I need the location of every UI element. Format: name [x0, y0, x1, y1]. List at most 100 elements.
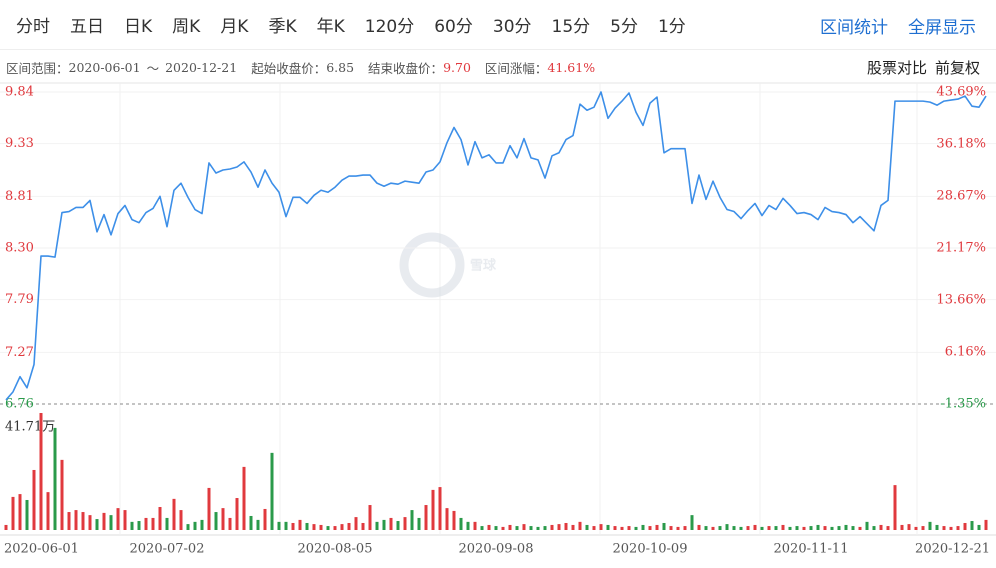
volume-bar — [739, 526, 743, 530]
volume-bar — [375, 521, 379, 530]
volume-bar — [501, 526, 505, 530]
volume-bar — [333, 526, 337, 530]
volume-bar — [718, 526, 722, 530]
period-tab[interactable]: 月K — [220, 17, 249, 37]
volume-bar — [914, 526, 918, 530]
volume-bar — [893, 485, 897, 530]
x-tick-label: 2020-10-09 — [613, 542, 688, 557]
period-tab[interactable]: 分时 — [16, 17, 50, 37]
volume-bar — [81, 512, 85, 530]
volume-bar — [473, 521, 477, 530]
volume-bar — [389, 517, 393, 530]
volume-bar — [648, 526, 652, 530]
toolbar-action[interactable]: 区间统计 — [820, 17, 888, 38]
volume-bar — [361, 522, 365, 530]
period-tab[interactable]: 120分 — [364, 17, 415, 37]
volume-bar — [515, 526, 519, 530]
period-tab[interactable]: 日K — [124, 17, 153, 37]
range-start: 2020-06-01 — [68, 59, 141, 75]
volume-bar — [837, 526, 841, 530]
volume-bar — [207, 487, 211, 530]
volume-bar — [214, 512, 218, 530]
volume-bar — [760, 526, 764, 530]
volume-bar — [130, 521, 134, 530]
change-value: 41.61% — [547, 59, 596, 75]
volume-bar — [263, 508, 267, 530]
volume-bar — [851, 526, 855, 530]
volume-bar — [599, 524, 603, 530]
volume-bar — [284, 521, 288, 530]
volume-bar — [249, 515, 253, 530]
volume-bar — [858, 526, 862, 530]
period-tab[interactable]: 1分 — [657, 17, 686, 37]
volume-bar — [179, 510, 183, 530]
range-summary: 区间范围： 2020-06-01 ～ 2020-12-21 起始收盘价： 6.8… — [6, 54, 595, 80]
volume-bar — [585, 524, 589, 530]
y2-tick-label: 21.17% — [936, 241, 986, 256]
period-tab[interactable]: 周K — [172, 17, 201, 37]
volume-bar — [18, 494, 22, 530]
volume-bar — [921, 526, 925, 530]
volume-bar — [487, 524, 491, 530]
toolbar-action[interactable]: 全屏显示 — [908, 17, 976, 38]
chart-option[interactable]: 股票对比 — [866, 58, 927, 77]
range-end: 2020-12-21 — [165, 59, 238, 75]
end-label: 结束收盘价： — [368, 60, 444, 76]
volume-bar — [88, 515, 92, 530]
volume-bar — [410, 510, 414, 530]
volume-bar — [60, 459, 64, 530]
end-close: 9.70 — [443, 59, 471, 75]
volume-bar — [396, 521, 400, 530]
start-close: 6.85 — [326, 59, 355, 75]
y2-tick-label: 6.16% — [945, 344, 986, 359]
period-tab[interactable]: 60分 — [434, 17, 473, 37]
volume-bar — [578, 521, 582, 530]
volume-bar — [900, 524, 904, 530]
watermark-text: 雪球 — [470, 258, 497, 274]
volume-bar — [165, 517, 169, 530]
period-tab[interactable]: 15分 — [551, 17, 591, 37]
period-tab[interactable]: 年K — [316, 17, 345, 37]
y-tick-label: 9.84 — [5, 85, 34, 100]
volume-bar — [186, 524, 190, 530]
volume-bar — [347, 522, 351, 530]
volume-bar — [690, 515, 694, 530]
volume-bar — [466, 521, 470, 530]
volume-bar — [74, 510, 78, 530]
y-tick-label: 7.27 — [5, 345, 34, 360]
chart-option[interactable]: 前复权 — [934, 58, 980, 77]
x-tick-label: 2020-11-11 — [774, 542, 849, 557]
volume-bar — [564, 522, 568, 530]
volume-bar — [767, 526, 771, 530]
volume-bar — [172, 498, 176, 530]
volume-bar — [158, 506, 162, 530]
volume-bar — [242, 466, 246, 530]
period-tab[interactable]: 五日 — [70, 17, 104, 37]
volume-bar — [95, 519, 99, 530]
volume-bar — [235, 498, 239, 530]
volume-bar — [781, 524, 785, 530]
volume-bar — [4, 524, 8, 530]
x-tick-label: 2020-06-01 — [4, 542, 79, 557]
period-tab[interactable]: 季K — [268, 17, 297, 37]
volume-bar — [795, 526, 799, 530]
volume-bar — [655, 524, 659, 530]
volume-bar — [109, 515, 113, 530]
volume-bar — [53, 427, 57, 530]
volume-bar — [942, 526, 946, 530]
volume-bar — [228, 517, 232, 530]
volume-bar — [529, 526, 533, 530]
volume-bar — [459, 517, 463, 530]
volume-bar — [788, 526, 792, 530]
period-tab[interactable]: 30分 — [492, 17, 532, 37]
start-label: 起始收盘价： — [251, 60, 327, 76]
volume-bar — [557, 524, 561, 530]
volume-bar — [298, 519, 302, 530]
y-tick-label: 7.79 — [5, 292, 34, 307]
volume-bar — [697, 524, 701, 530]
volume-bar — [872, 526, 876, 530]
volume-bar — [844, 524, 848, 530]
volume-bar — [879, 524, 883, 530]
volume-bar — [704, 526, 708, 530]
period-tab[interactable]: 5分 — [610, 17, 638, 37]
